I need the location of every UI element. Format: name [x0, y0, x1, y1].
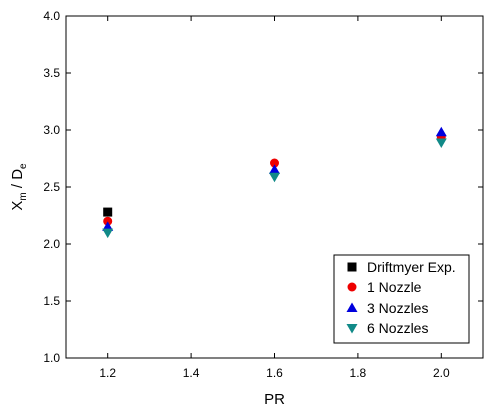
legend-label-3-nozzles: 3 Nozzles [367, 300, 428, 316]
legend-marker-series-1 [347, 282, 357, 292]
y-tick-label: 3.5 [43, 66, 60, 80]
y-tick-label: 1.5 [43, 294, 60, 308]
data-point-series-3 [435, 138, 447, 149]
data-point-series-1 [103, 216, 113, 226]
x-axis-label: PR [264, 391, 285, 408]
legend-marker-series-2 [346, 302, 358, 312]
legend-label-1-nozzle: 1 Nozzle [367, 279, 422, 295]
legend: Driftmyer Exp. 1 Nozzle 3 Nozzles 6 Nozz… [333, 254, 470, 344]
x-tick-label: 2.0 [433, 366, 450, 380]
data-point-series-0 [103, 207, 113, 217]
y-tick-label: 2.5 [43, 180, 60, 194]
x-tick-label: 1.4 [183, 366, 200, 380]
legend-marker-series-3 [346, 324, 358, 334]
data-point-series-2 [102, 221, 114, 231]
y-tick-label: 4.0 [43, 9, 60, 23]
axis-ticks: 1.2 1.4 1.6 1.8 2.0 1.0 1.5 2.0 2.5 3.0 3.5 4.0 [43, 9, 483, 380]
data-point-series-1 [270, 158, 279, 168]
y-tick-label: 1.0 [43, 351, 60, 365]
data-points [102, 126, 447, 239]
legend-label-6-nozzles: 6 Nozzles [367, 320, 428, 336]
legend-label-driftmyer: Driftmyer Exp. [367, 259, 456, 275]
legend-markers [346, 262, 358, 334]
legend-marker-series-0 [347, 262, 357, 272]
y-tick-label: 3.0 [43, 123, 60, 137]
y-tick-label: 2.0 [43, 237, 60, 251]
x-tick-label: 1.8 [350, 366, 367, 380]
data-point-series-3 [102, 228, 114, 239]
data-point-series-2 [435, 126, 447, 137]
x-tick-label: 1.6 [266, 366, 283, 380]
data-point-series-3 [269, 172, 280, 183]
y-axis-label: Xm / De [9, 163, 29, 211]
x-tick-label: 1.2 [99, 366, 116, 380]
data-point-series-2 [269, 164, 280, 174]
